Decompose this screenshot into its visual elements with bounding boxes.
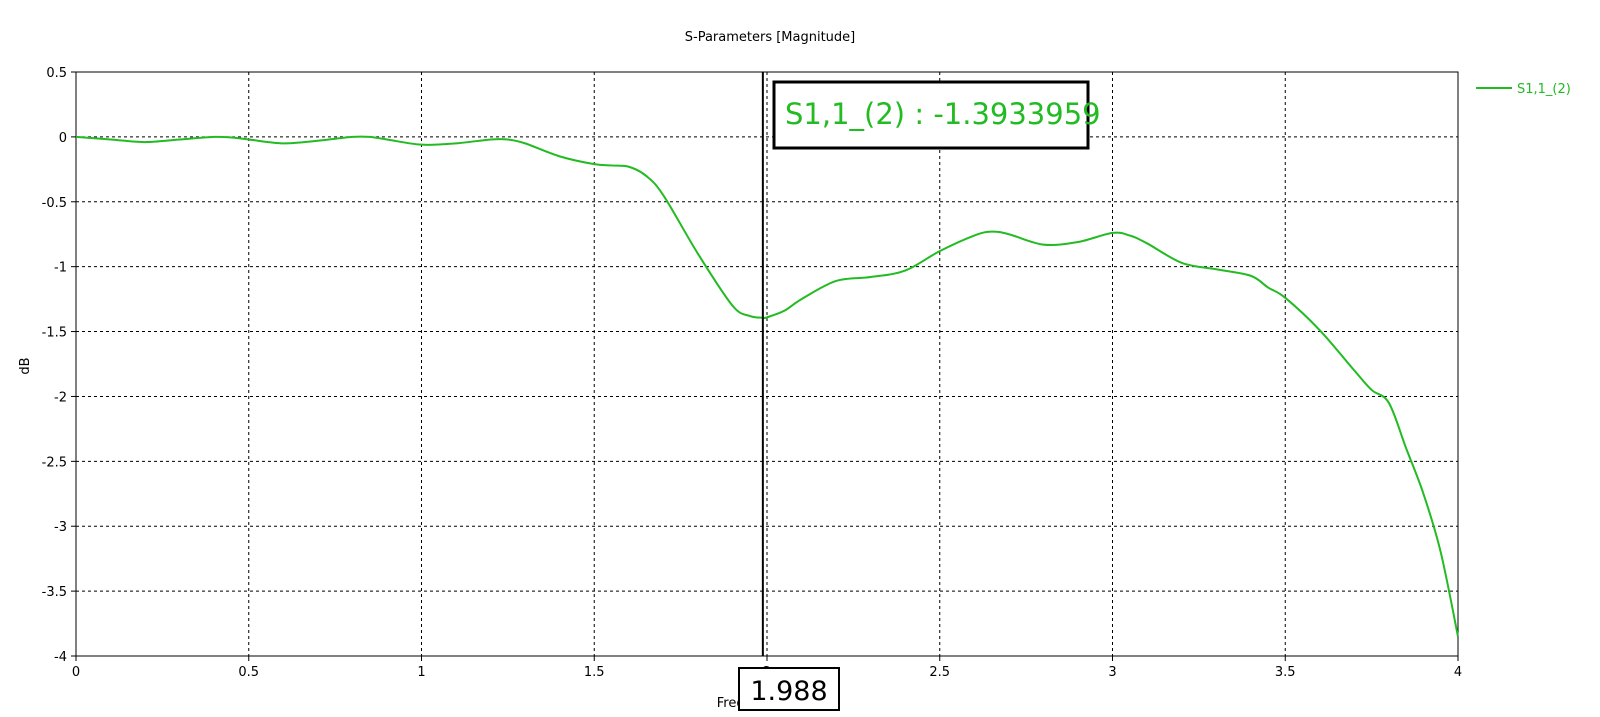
marker-x-readout: 1.988	[738, 667, 840, 711]
marker-readout: S1,1_(2) : -1.3933959	[772, 80, 1101, 150]
x-tick-label-0: 0	[72, 665, 80, 680]
y-tick-label-9: -4	[54, 650, 67, 665]
marker-readout-box	[772, 80, 1090, 150]
y-tick-label-0: 0.5	[46, 66, 67, 81]
chart-title: S-Parameters [Magnitude]	[685, 30, 856, 45]
x-tick-label-8: 4	[1454, 665, 1462, 680]
y-tick-label-2: -0.5	[42, 196, 67, 211]
x-tick-label-6: 3	[1108, 665, 1116, 680]
y-tick-label-1: 0	[59, 131, 67, 146]
x-tick-label-1: 0.5	[238, 665, 259, 680]
x-tick-label-7: 3.5	[1275, 665, 1296, 680]
series-layer	[75, 135, 1459, 637]
x-tick-label-3: 1.5	[584, 665, 605, 680]
legend: S1,1_(2)	[1476, 82, 1571, 97]
marker-x-readout-text: 1.988	[750, 676, 827, 707]
y-tick-label-5: -2	[54, 390, 67, 405]
y-tick-label-6: -2.5	[42, 455, 67, 470]
y-axis-label: dB	[18, 357, 33, 374]
y-axis-ticks: 0.5 0 -0.5 -1 -1.5 -2 -2.5 -3 -3.5 -4	[42, 66, 76, 665]
marker-x-readout-box	[738, 667, 840, 711]
grid-lines	[76, 72, 1458, 656]
y-tick-label-7: -3	[54, 520, 67, 535]
series-line-s11	[75, 135, 1459, 637]
x-tick-label-2: 1	[417, 665, 425, 680]
plot-area-border	[75, 71, 1459, 657]
legend-label-s11: S1,1_(2)	[1517, 82, 1571, 97]
y-tick-label-4: -1.5	[42, 326, 67, 341]
x-axis-ticks: 00.511.522.533.54	[72, 656, 1462, 680]
marker-readout-text: S1,1_(2) : -1.3933959	[785, 97, 1101, 131]
y-tick-label-8: -3.5	[42, 585, 67, 600]
x-tick-label-5: 2.5	[929, 665, 950, 680]
y-tick-label-3: -1	[54, 261, 67, 276]
